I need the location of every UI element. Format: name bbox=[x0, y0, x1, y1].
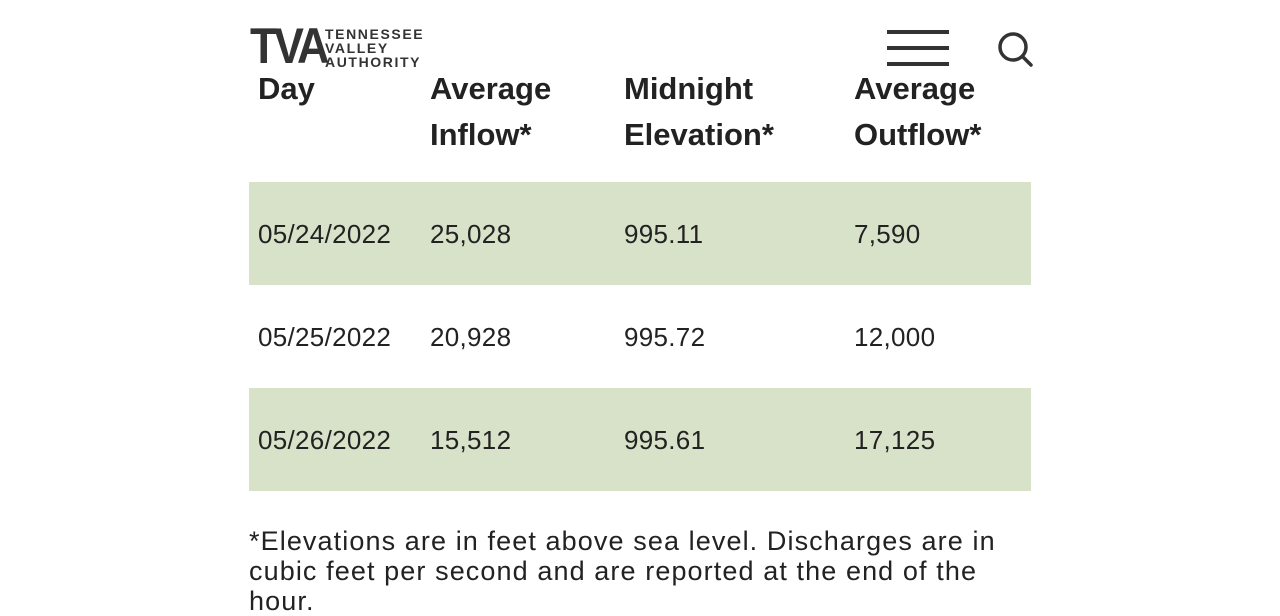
table-cell: 05/24/2022 bbox=[258, 219, 392, 249]
search-button[interactable] bbox=[996, 30, 1036, 70]
table-cell: 05/25/2022 bbox=[258, 322, 392, 352]
menu-button[interactable] bbox=[887, 30, 949, 66]
table-cell: 995.72 bbox=[624, 322, 706, 352]
table-cell: 7,590 bbox=[854, 219, 921, 249]
column-header: Midnight Elevation* bbox=[624, 71, 774, 152]
column-header: Day bbox=[258, 71, 315, 106]
table-cell: 25,028 bbox=[430, 219, 512, 249]
table-cell: 20,928 bbox=[430, 322, 512, 352]
table-row: 05/24/2022 25,028 995.11 7,590 bbox=[249, 182, 1031, 285]
table-cell: 995.11 bbox=[624, 219, 704, 249]
table-row: 05/25/2022 20,928 995.72 12,000 bbox=[249, 285, 1031, 388]
logo-text[interactable]: TENNESSEE VALLEY AUTHORITY bbox=[325, 27, 424, 69]
table-cell: 05/26/2022 bbox=[258, 425, 392, 455]
table-cell: 15,512 bbox=[430, 425, 512, 455]
logo-line: TENNESSEE bbox=[325, 26, 425, 42]
table-row: 05/26/2022 15,512 995.61 17,125 bbox=[249, 388, 1031, 491]
table-cell: 17,125 bbox=[854, 425, 936, 455]
column-header: Average Outflow* bbox=[854, 71, 982, 152]
logo-mark[interactable]: TVA bbox=[250, 18, 329, 74]
column-header: Average Inflow* bbox=[430, 71, 552, 152]
site-header: TVA TENNESSEE VALLEY AUTHORITY bbox=[0, 0, 1280, 76]
table-cell: 995.61 bbox=[624, 425, 706, 455]
footnote: *Elevations are in feet above sea level.… bbox=[249, 526, 996, 616]
table-cell: 12,000 bbox=[854, 322, 936, 352]
logo-line: AUTHORITY bbox=[325, 54, 422, 70]
logo-line: VALLEY bbox=[325, 40, 389, 56]
